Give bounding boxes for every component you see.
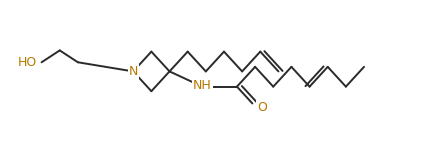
Text: HO: HO — [18, 56, 37, 69]
Text: NH: NH — [193, 79, 211, 92]
Text: O: O — [256, 101, 266, 114]
Text: N: N — [128, 65, 138, 78]
